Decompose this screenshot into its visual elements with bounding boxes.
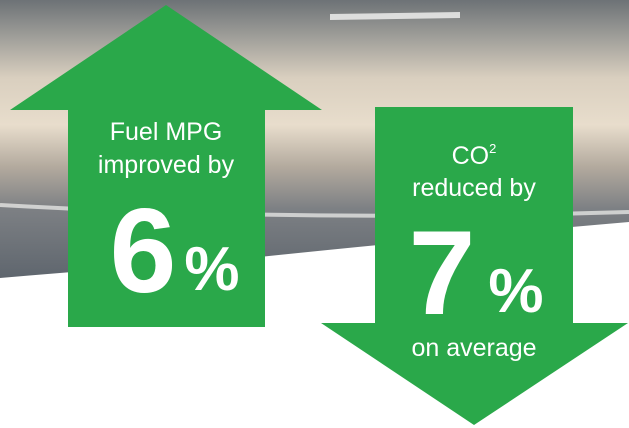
co: CO — [452, 142, 490, 170]
superscript: 2 — [489, 141, 496, 156]
down-number: 7 — [409, 206, 476, 340]
up-number: 6 — [110, 184, 177, 318]
down-unit: % — [488, 257, 543, 326]
up-unit: % — [184, 235, 239, 304]
up-line2: improved by — [98, 151, 235, 179]
up-line1: Fuel MPG — [110, 118, 223, 146]
down-line2: reduced by — [412, 174, 536, 202]
down-line3: on average — [411, 334, 536, 362]
infographic: Fuel MPG improved by 6 % CO2 reduced by … — [0, 0, 629, 428]
